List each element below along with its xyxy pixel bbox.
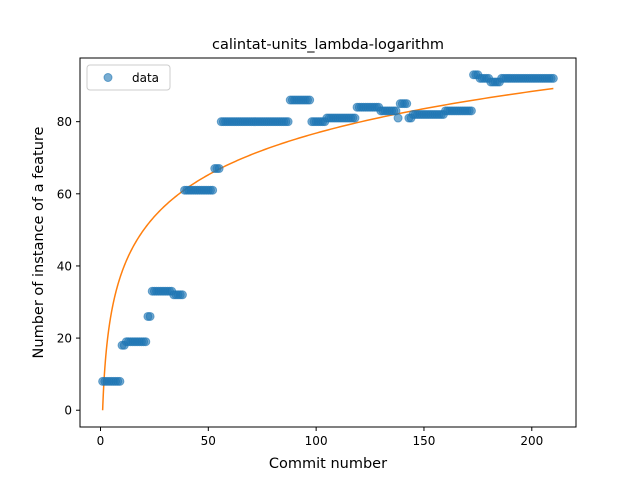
data-point (549, 74, 557, 82)
data-point (209, 186, 217, 194)
x-tick-label: 200 (520, 434, 543, 448)
y-tick-label: 0 (64, 404, 72, 418)
y-tick-label: 60 (57, 187, 72, 201)
y-tick-label: 20 (57, 332, 72, 346)
legend: data (87, 65, 170, 90)
x-tick-label: 100 (305, 434, 328, 448)
data-point (403, 100, 411, 108)
legend-label: data (132, 71, 159, 85)
data-point (178, 291, 186, 299)
x-tick-label: 150 (413, 434, 436, 448)
x-tick-label: 50 (201, 434, 216, 448)
data-point (215, 165, 223, 173)
data-point (284, 118, 292, 126)
legend-marker (104, 74, 112, 82)
x-tick-label: 0 (97, 434, 105, 448)
data-point (146, 312, 154, 320)
data-point (306, 96, 314, 104)
x-axis-label: Commit number (269, 456, 387, 472)
data-point (467, 107, 475, 115)
data-point (142, 338, 150, 346)
y-axis-label: Number of instance of a feature (31, 126, 47, 358)
data-point (116, 377, 124, 385)
y-tick-label: 40 (57, 259, 72, 273)
chart-title: calintat-units_lambda-logarithm (212, 37, 444, 53)
y-tick-label: 80 (57, 115, 72, 129)
data-point (351, 114, 359, 122)
data-point (394, 114, 402, 122)
